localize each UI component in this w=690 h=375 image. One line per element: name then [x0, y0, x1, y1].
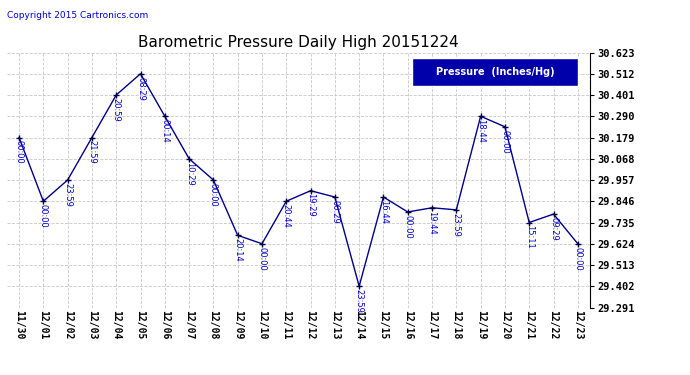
Text: 19:44: 19:44: [428, 210, 437, 234]
Title: Barometric Pressure Daily High 20151224: Barometric Pressure Daily High 20151224: [138, 35, 459, 50]
Text: 19:29: 19:29: [306, 194, 315, 217]
Text: 09:29: 09:29: [549, 217, 558, 241]
Text: 15:11: 15:11: [524, 225, 534, 249]
FancyBboxPatch shape: [412, 58, 578, 86]
Text: 20:59: 20:59: [112, 98, 121, 122]
Text: 00:00: 00:00: [14, 140, 23, 164]
Text: Copyright 2015 Cartronics.com: Copyright 2015 Cartronics.com: [7, 11, 148, 20]
Text: 23:59: 23:59: [452, 213, 461, 237]
Text: 00:00: 00:00: [209, 183, 218, 207]
Text: 00:00: 00:00: [500, 129, 509, 153]
Text: 00:00: 00:00: [39, 204, 48, 228]
Text: Pressure  (Inches/Hg): Pressure (Inches/Hg): [436, 67, 555, 76]
Text: 08:29: 08:29: [136, 76, 145, 101]
Text: 16:44: 16:44: [379, 200, 388, 224]
Text: 00:00: 00:00: [257, 246, 266, 270]
Text: 20:44: 20:44: [282, 204, 290, 228]
Text: 00:29: 00:29: [331, 200, 339, 223]
Text: 21:59: 21:59: [88, 140, 97, 164]
Text: 23:59: 23:59: [63, 183, 72, 207]
Text: 10:29: 10:29: [185, 162, 194, 185]
Text: 18:44: 18:44: [476, 119, 485, 143]
Text: 00:14: 00:14: [160, 119, 169, 143]
Text: 23:59: 23:59: [355, 289, 364, 313]
Text: 00:00: 00:00: [403, 215, 412, 238]
Text: 00:00: 00:00: [573, 246, 582, 270]
Text: 20:14: 20:14: [233, 238, 242, 262]
